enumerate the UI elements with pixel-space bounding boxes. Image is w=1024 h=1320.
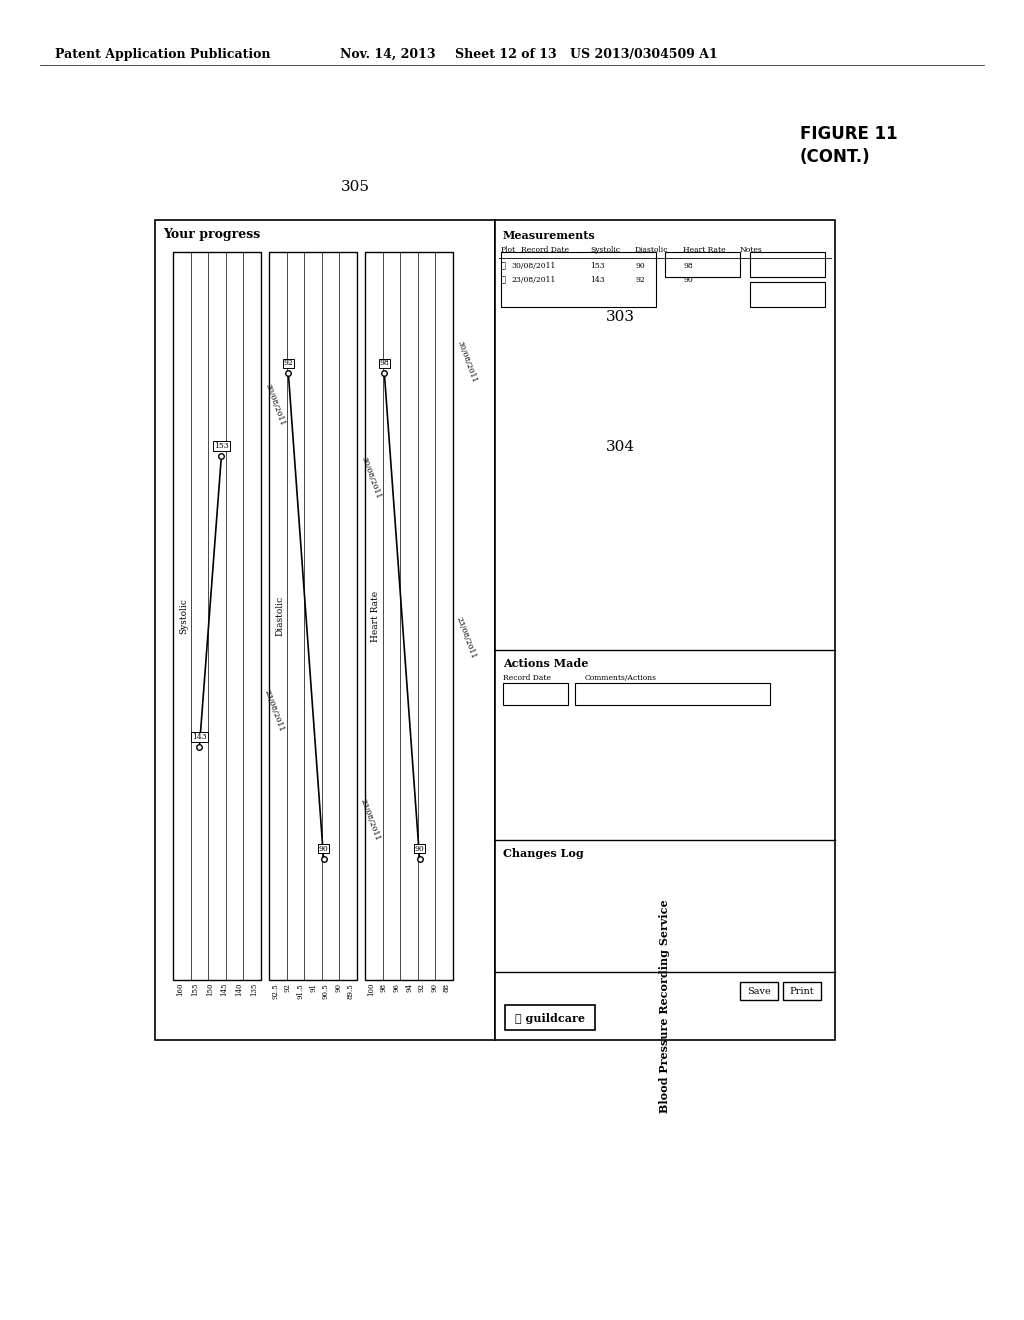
Text: 160: 160 xyxy=(176,983,184,997)
Text: Heart Rate: Heart Rate xyxy=(371,590,380,642)
Bar xyxy=(155,220,495,1040)
Text: Diastolic: Diastolic xyxy=(635,246,669,253)
Text: Plot: Plot xyxy=(501,246,516,253)
Text: 153: 153 xyxy=(214,442,228,450)
Text: 90: 90 xyxy=(430,983,438,993)
Text: Changes Log: Changes Log xyxy=(503,847,584,859)
Bar xyxy=(269,252,357,979)
Text: 135: 135 xyxy=(250,983,258,997)
Bar xyxy=(501,252,656,308)
Text: US 2013/0304509 A1: US 2013/0304509 A1 xyxy=(570,48,718,61)
Text: 150: 150 xyxy=(206,983,214,997)
Text: Systolic: Systolic xyxy=(590,246,620,253)
Text: 90.5: 90.5 xyxy=(322,983,330,999)
Text: ✚ guildcare: ✚ guildcare xyxy=(515,1012,585,1023)
Text: 155: 155 xyxy=(191,983,199,997)
Text: Record Date: Record Date xyxy=(503,675,551,682)
Text: Measurements: Measurements xyxy=(503,230,596,242)
Text: Notes: Notes xyxy=(740,246,763,253)
Text: Print: Print xyxy=(790,986,814,995)
Bar xyxy=(740,982,778,1001)
Bar xyxy=(665,252,740,277)
Text: 98: 98 xyxy=(380,983,388,993)
Text: 90: 90 xyxy=(635,261,645,271)
Text: Patent Application Publication: Patent Application Publication xyxy=(55,48,270,61)
Text: 303: 303 xyxy=(605,310,635,323)
Text: 92: 92 xyxy=(418,983,426,993)
Text: 94: 94 xyxy=(406,983,413,993)
Text: 30/08/2011: 30/08/2011 xyxy=(263,383,286,428)
Text: 30/08/2011: 30/08/2011 xyxy=(359,455,382,500)
Text: 98: 98 xyxy=(683,261,693,271)
Text: 140: 140 xyxy=(234,983,243,997)
Text: 92: 92 xyxy=(284,359,293,367)
Text: Save: Save xyxy=(748,986,771,995)
Text: 145: 145 xyxy=(220,983,228,997)
Bar xyxy=(575,682,770,705)
Bar xyxy=(750,282,825,308)
Bar xyxy=(505,1005,595,1030)
Text: 98: 98 xyxy=(380,359,389,367)
Bar xyxy=(173,252,261,979)
Text: 92: 92 xyxy=(284,983,292,993)
Text: ☑: ☑ xyxy=(501,261,506,271)
Text: 143: 143 xyxy=(193,733,207,741)
Bar xyxy=(495,220,835,1040)
Text: 90: 90 xyxy=(334,983,342,993)
Text: 88: 88 xyxy=(442,983,451,993)
Text: 23/08/2011: 23/08/2011 xyxy=(511,276,555,284)
Text: 92: 92 xyxy=(635,276,645,284)
Text: Heart Rate: Heart Rate xyxy=(683,246,726,253)
Text: 89.5: 89.5 xyxy=(347,983,354,999)
Text: 90: 90 xyxy=(318,845,329,853)
Text: 304: 304 xyxy=(605,440,635,454)
Text: Blood Pressure Recording Service: Blood Pressure Recording Service xyxy=(659,899,671,1113)
Text: 30/08/2011: 30/08/2011 xyxy=(455,339,477,384)
Text: 153: 153 xyxy=(590,261,605,271)
Bar xyxy=(750,252,825,277)
Text: 23/08/2011: 23/08/2011 xyxy=(263,689,286,733)
Bar xyxy=(783,982,821,1001)
Text: 305: 305 xyxy=(341,180,370,194)
Text: Nov. 14, 2013: Nov. 14, 2013 xyxy=(340,48,435,61)
Text: Sheet 12 of 13: Sheet 12 of 13 xyxy=(455,48,557,61)
Text: 30/08/2011: 30/08/2011 xyxy=(511,261,555,271)
Text: Diastolic: Diastolic xyxy=(275,595,284,636)
Text: FIGURE 11: FIGURE 11 xyxy=(800,125,898,143)
Text: Your progress: Your progress xyxy=(163,228,260,242)
Text: 143: 143 xyxy=(590,276,605,284)
Text: 23/08/2011: 23/08/2011 xyxy=(359,799,382,842)
Text: (CONT.): (CONT.) xyxy=(800,148,870,166)
Text: 92.5: 92.5 xyxy=(271,983,280,999)
Text: Actions Made: Actions Made xyxy=(503,657,589,669)
Text: 90: 90 xyxy=(415,845,424,853)
Text: Comments/Actions: Comments/Actions xyxy=(585,675,657,682)
Text: 100: 100 xyxy=(368,983,375,997)
Text: 91.5: 91.5 xyxy=(296,983,304,999)
Text: 96: 96 xyxy=(392,983,400,993)
Text: 90: 90 xyxy=(683,276,693,284)
Text: Systolic: Systolic xyxy=(179,598,188,634)
Text: ☑: ☑ xyxy=(501,276,506,284)
Bar xyxy=(503,682,568,705)
Text: Record Date: Record Date xyxy=(521,246,569,253)
Text: 23/08/2011: 23/08/2011 xyxy=(455,616,477,660)
Text: 91: 91 xyxy=(309,983,317,993)
Bar xyxy=(365,252,453,979)
